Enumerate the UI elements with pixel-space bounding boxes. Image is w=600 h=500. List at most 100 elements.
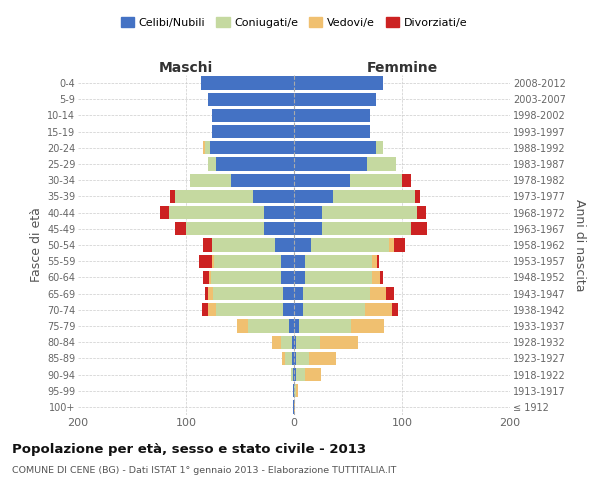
- Bar: [294, 303, 302, 316]
- Bar: [389, 238, 394, 252]
- Bar: [264, 222, 294, 235]
- Bar: [208, 92, 294, 106]
- Bar: [293, 400, 294, 413]
- Bar: [286, 352, 292, 365]
- Bar: [294, 254, 305, 268]
- Bar: [294, 141, 376, 154]
- Bar: [302, 287, 370, 300]
- Bar: [294, 384, 296, 398]
- Bar: [282, 352, 286, 365]
- Bar: [294, 352, 296, 365]
- Bar: [216, 303, 283, 316]
- Bar: [309, 352, 336, 365]
- Bar: [294, 400, 295, 413]
- Bar: [415, 190, 421, 203]
- Bar: [289, 320, 294, 332]
- Bar: [210, 141, 294, 154]
- Bar: [209, 270, 211, 284]
- Bar: [296, 384, 298, 398]
- Bar: [160, 206, 169, 220]
- Bar: [248, 320, 289, 332]
- Bar: [350, 174, 402, 187]
- Bar: [305, 368, 321, 381]
- Bar: [294, 125, 370, 138]
- Bar: [283, 287, 294, 300]
- Bar: [292, 336, 294, 349]
- Bar: [272, 336, 281, 349]
- Bar: [212, 125, 294, 138]
- Bar: [370, 287, 386, 300]
- Bar: [281, 270, 294, 284]
- Bar: [296, 352, 309, 365]
- Bar: [294, 270, 305, 284]
- Bar: [296, 336, 320, 349]
- Bar: [281, 336, 292, 349]
- Bar: [281, 254, 294, 268]
- Bar: [205, 141, 210, 154]
- Bar: [201, 76, 294, 90]
- Bar: [264, 206, 294, 220]
- Bar: [322, 206, 417, 220]
- Bar: [372, 270, 380, 284]
- Bar: [294, 109, 370, 122]
- Bar: [311, 238, 389, 252]
- Bar: [170, 190, 175, 203]
- Bar: [294, 92, 376, 106]
- Bar: [203, 270, 209, 284]
- Bar: [294, 158, 367, 170]
- Text: Popolazione per età, sesso e stato civile - 2013: Popolazione per età, sesso e stato civil…: [12, 442, 366, 456]
- Bar: [394, 238, 405, 252]
- Bar: [322, 222, 410, 235]
- Bar: [294, 368, 296, 381]
- Y-axis label: Anni di nascita: Anni di nascita: [572, 198, 586, 291]
- Bar: [291, 368, 293, 381]
- Bar: [253, 190, 294, 203]
- Bar: [208, 287, 213, 300]
- Bar: [372, 254, 377, 268]
- Bar: [367, 158, 395, 170]
- Bar: [392, 303, 398, 316]
- Bar: [305, 270, 372, 284]
- Bar: [351, 320, 383, 332]
- Bar: [365, 303, 392, 316]
- Bar: [410, 222, 427, 235]
- Bar: [292, 352, 294, 365]
- Bar: [293, 384, 294, 398]
- Bar: [216, 158, 294, 170]
- Bar: [296, 368, 305, 381]
- Bar: [294, 320, 299, 332]
- Bar: [417, 206, 426, 220]
- Bar: [199, 254, 212, 268]
- Bar: [294, 206, 322, 220]
- Bar: [213, 287, 283, 300]
- Bar: [376, 141, 383, 154]
- Bar: [169, 206, 264, 220]
- Bar: [203, 238, 212, 252]
- Bar: [386, 287, 394, 300]
- Y-axis label: Fasce di età: Fasce di età: [29, 208, 43, 282]
- Text: COMUNE DI CENE (BG) - Dati ISTAT 1° gennaio 2013 - Elaborazione TUTTITALIA.IT: COMUNE DI CENE (BG) - Dati ISTAT 1° genn…: [12, 466, 397, 475]
- Bar: [186, 222, 264, 235]
- Bar: [294, 336, 296, 349]
- Text: Femmine: Femmine: [367, 61, 437, 75]
- Bar: [302, 303, 365, 316]
- Bar: [208, 303, 216, 316]
- Bar: [214, 254, 281, 268]
- Bar: [377, 254, 379, 268]
- Legend: Celibi/Nubili, Coniugati/e, Vedovi/e, Divorziati/e: Celibi/Nubili, Coniugati/e, Vedovi/e, Di…: [116, 13, 472, 32]
- Bar: [293, 368, 294, 381]
- Bar: [232, 174, 294, 187]
- Bar: [190, 174, 232, 187]
- Bar: [294, 76, 383, 90]
- Bar: [208, 158, 216, 170]
- Bar: [294, 222, 322, 235]
- Bar: [202, 303, 208, 316]
- Bar: [203, 141, 205, 154]
- Bar: [294, 190, 333, 203]
- Bar: [299, 320, 351, 332]
- Bar: [305, 254, 372, 268]
- Bar: [175, 222, 186, 235]
- Bar: [205, 287, 208, 300]
- Bar: [294, 287, 302, 300]
- Bar: [333, 190, 415, 203]
